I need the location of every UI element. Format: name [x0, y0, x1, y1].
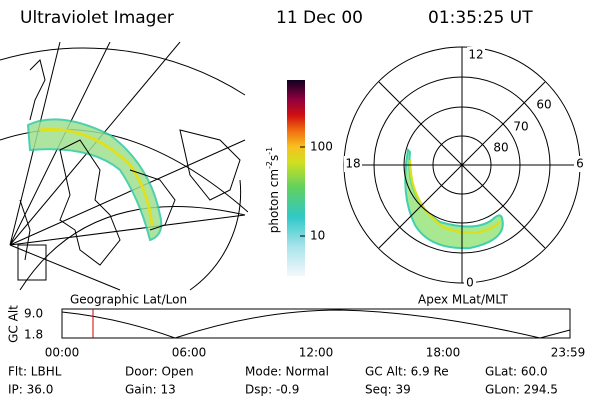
- colorbar-label: photon cm-2s-1: [265, 147, 281, 234]
- x-tick-label: 00:00: [45, 346, 80, 360]
- info-field: Dsp: -0.9: [245, 383, 299, 397]
- label-bg: [574, 156, 586, 172]
- instrument-title: Ultraviolet Imager: [20, 8, 174, 28]
- lat-label: 80: [493, 141, 508, 155]
- mlt-label: 18: [345, 157, 360, 171]
- info-field: Seq: 39: [365, 383, 411, 397]
- mlt-label: 12: [468, 48, 483, 62]
- polar-plot: 12 18 6 0 60 70 80: [343, 46, 586, 290]
- info-field: IP: 36.0: [8, 383, 53, 397]
- info-field: Mode: Normal: [245, 365, 329, 379]
- coastline: [19, 59, 241, 266]
- map-label: Geographic Lat/Lon: [70, 293, 187, 307]
- x-tick-label: 18:00: [426, 346, 461, 360]
- map-label: Apex MLat/MLT: [418, 293, 508, 307]
- time: 01:35:25 UT: [428, 8, 533, 28]
- footer: Flt: LBHL Door: Open Mode: Normal GC Alt: 6…: [8, 365, 558, 397]
- info-field: Door: Open: [125, 365, 194, 379]
- aurora: [26, 118, 163, 242]
- exponent: -1: [265, 147, 274, 155]
- label-bg: [467, 47, 485, 61]
- plot-frame: [61, 308, 571, 339]
- colorbar-tick-label: 100: [310, 140, 333, 154]
- unit: photon cm: [267, 169, 281, 233]
- info-field: GC Alt: 6.9 Re: [365, 365, 449, 379]
- lat-circle: [19, 206, 246, 291]
- aurora-core: [39, 127, 154, 226]
- x-tick-label: 06:00: [172, 346, 207, 360]
- label-bg: [344, 156, 362, 172]
- lat-circle: [0, 47, 246, 96]
- lat-label: 60: [536, 98, 551, 112]
- x-tick-label: 12:00: [299, 346, 334, 360]
- aurora: [404, 147, 504, 250]
- altitude-curve: [61, 309, 571, 339]
- aurora-core: [408, 159, 501, 235]
- info-field: GLon: 294.5: [485, 383, 558, 397]
- y-label: GC Alt: [7, 305, 21, 343]
- label-bg: [464, 276, 476, 290]
- colorbar: [287, 80, 305, 276]
- date: 11 Dec 00: [276, 8, 363, 28]
- geographic-map: [0, 42, 248, 291]
- y-tick-label: 9.0: [24, 307, 43, 321]
- x-tick-label: 23:59: [551, 346, 586, 360]
- inset-box: [17, 244, 47, 281]
- lat-circle: [189, 179, 242, 291]
- info-field: Flt: LBHL: [8, 365, 62, 379]
- lat-label: 70: [513, 120, 528, 134]
- colorbar-tick-label: 10: [310, 229, 325, 243]
- exponent: -2: [265, 161, 274, 169]
- mlt-label: 0: [466, 276, 474, 290]
- unit: s: [267, 155, 281, 161]
- info-field: GLat: 60.0: [485, 365, 548, 379]
- info-field: Gain: 13: [125, 383, 176, 397]
- y-tick-label: 1.8: [24, 328, 43, 342]
- mlt-lines: [344, 47, 580, 283]
- mlt-label: 6: [576, 157, 584, 171]
